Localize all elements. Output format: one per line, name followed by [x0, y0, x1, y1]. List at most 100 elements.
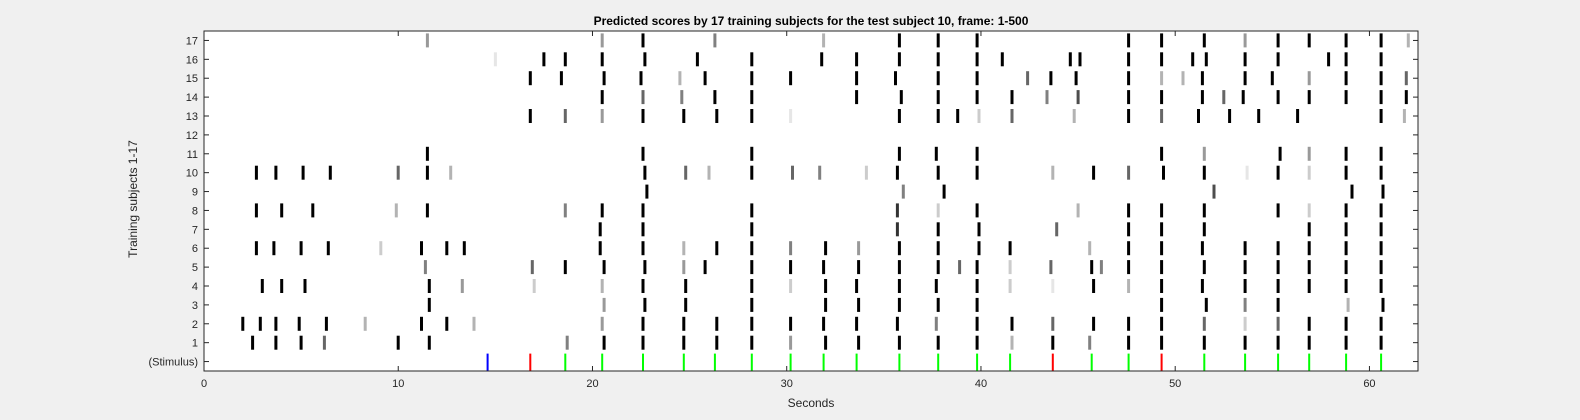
score-mark-s16 [936, 52, 940, 67]
y-tick-label: 15 [186, 73, 198, 85]
score-mark-s13 [956, 109, 960, 123]
y-tick-label: 2 [192, 319, 198, 331]
stimulus-mark-blue [486, 353, 489, 371]
stimulus-mark-green [1345, 353, 1348, 371]
score-mark-s8 [1379, 203, 1383, 218]
score-mark-s2 [855, 316, 859, 331]
x-tick-label: 0 [201, 378, 207, 390]
score-mark-s1 [936, 335, 940, 350]
score-mark-s8 [936, 203, 940, 218]
score-mark-s2 [324, 316, 328, 331]
score-mark-s15 [1243, 71, 1247, 86]
score-mark-s4 [460, 279, 464, 293]
score-mark-s17 [1276, 33, 1280, 48]
score-mark-s4 [934, 279, 938, 293]
score-mark-s2 [789, 316, 793, 331]
score-mark-s6 [824, 241, 828, 256]
x-tick-label: 50 [1169, 378, 1181, 390]
plot-frame [203, 30, 1419, 372]
score-mark-s16 [820, 52, 824, 67]
score-mark-s15 [750, 71, 754, 86]
score-mark-s16 [1204, 52, 1208, 67]
score-mark-s1 [1051, 335, 1055, 350]
score-mark-s4 [1127, 279, 1131, 293]
score-mark-s16 [1379, 52, 1383, 67]
y-tick-label: 7 [192, 224, 198, 236]
score-mark-s6 [682, 241, 686, 256]
score-mark-s3 [975, 297, 979, 312]
score-mark-s1 [897, 335, 901, 350]
score-mark-s16 [643, 52, 647, 67]
score-mark-s3 [1160, 297, 1164, 312]
score-mark-s15 [1344, 71, 1348, 86]
score-mark-s10 [1379, 165, 1383, 180]
score-mark-s5 [563, 260, 567, 275]
score-mark-s15 [678, 71, 682, 86]
score-mark-s2 [1276, 316, 1280, 331]
score-mark-s16 [1276, 52, 1280, 67]
score-mark-s16 [1127, 52, 1131, 67]
score-mark-s6 [977, 241, 981, 256]
y-tick-label: 11 [187, 149, 198, 161]
score-mark-s14 [855, 90, 859, 105]
score-mark-s6 [750, 241, 754, 256]
x-axis: 0 10 20 30 40 50 60 [201, 31, 1376, 390]
score-mark-s15 [936, 71, 940, 86]
score-mark-s8 [1160, 203, 1164, 218]
score-mark-s4 [641, 279, 645, 293]
score-mark-s10 [864, 165, 868, 180]
score-mark-s2 [472, 316, 476, 331]
score-mark-s13 [1228, 109, 1232, 123]
score-mark-s14 [600, 90, 604, 105]
score-mark-s3 [857, 297, 861, 312]
score-mark-s4 [1092, 279, 1096, 293]
score-mark-s15 [975, 71, 979, 86]
stimulus-mark-green [713, 353, 716, 371]
score-mark-s13 [1296, 109, 1300, 123]
score-mark-s2 [715, 316, 719, 331]
score-mark-s15 [1181, 71, 1185, 86]
x-tick-label: 60 [1363, 378, 1375, 390]
score-mark-s17 [1307, 33, 1311, 48]
score-mark-s5 [530, 260, 534, 275]
score-mark-s4 [750, 279, 754, 293]
score-mark-s10 [274, 165, 278, 180]
score-mark-s13 [977, 109, 981, 123]
score-mark-s15 [855, 71, 859, 86]
score-mark-s8 [600, 203, 604, 218]
score-mark-s10 [643, 165, 647, 180]
stimulus-mark-green [601, 353, 604, 371]
score-mark-s14 [1404, 90, 1408, 105]
score-mark-s14 [1160, 90, 1164, 105]
score-mark-s16 [493, 52, 497, 67]
score-mark-s10 [396, 165, 400, 180]
score-mark-s3 [684, 297, 688, 312]
score-mark-s8 [1076, 203, 1080, 218]
y-tick-label: 5 [192, 262, 198, 274]
score-mark-s10 [1307, 165, 1311, 180]
score-mark-s13 [1072, 109, 1076, 123]
score-mark-s1 [1010, 335, 1014, 350]
plot-area [204, 31, 1418, 371]
score-mark-s4 [532, 279, 536, 293]
score-mark-s10 [254, 165, 258, 180]
score-mark-s14 [1045, 90, 1049, 105]
score-mark-s7 [977, 222, 981, 237]
x-tick-label: 40 [975, 378, 987, 390]
score-mark-s11 [1379, 146, 1383, 161]
score-mark-s3 [1204, 297, 1208, 312]
score-mark-s2 [750, 316, 754, 331]
score-mark-s5 [822, 260, 826, 275]
score-mark-s2 [1379, 316, 1383, 331]
score-mark-s6 [897, 241, 901, 256]
score-mark-s2 [600, 316, 604, 331]
score-mark-s14 [641, 90, 645, 105]
score-mark-s5 [1160, 260, 1164, 275]
score-mark-s2 [1307, 316, 1311, 331]
score-mark-s1 [1088, 335, 1092, 350]
score-mark-s1 [251, 335, 255, 350]
score-mark-s8 [895, 203, 899, 218]
stimulus-marks [486, 353, 1383, 371]
score-mark-s8 [425, 203, 429, 218]
score-mark-s16 [750, 52, 754, 67]
